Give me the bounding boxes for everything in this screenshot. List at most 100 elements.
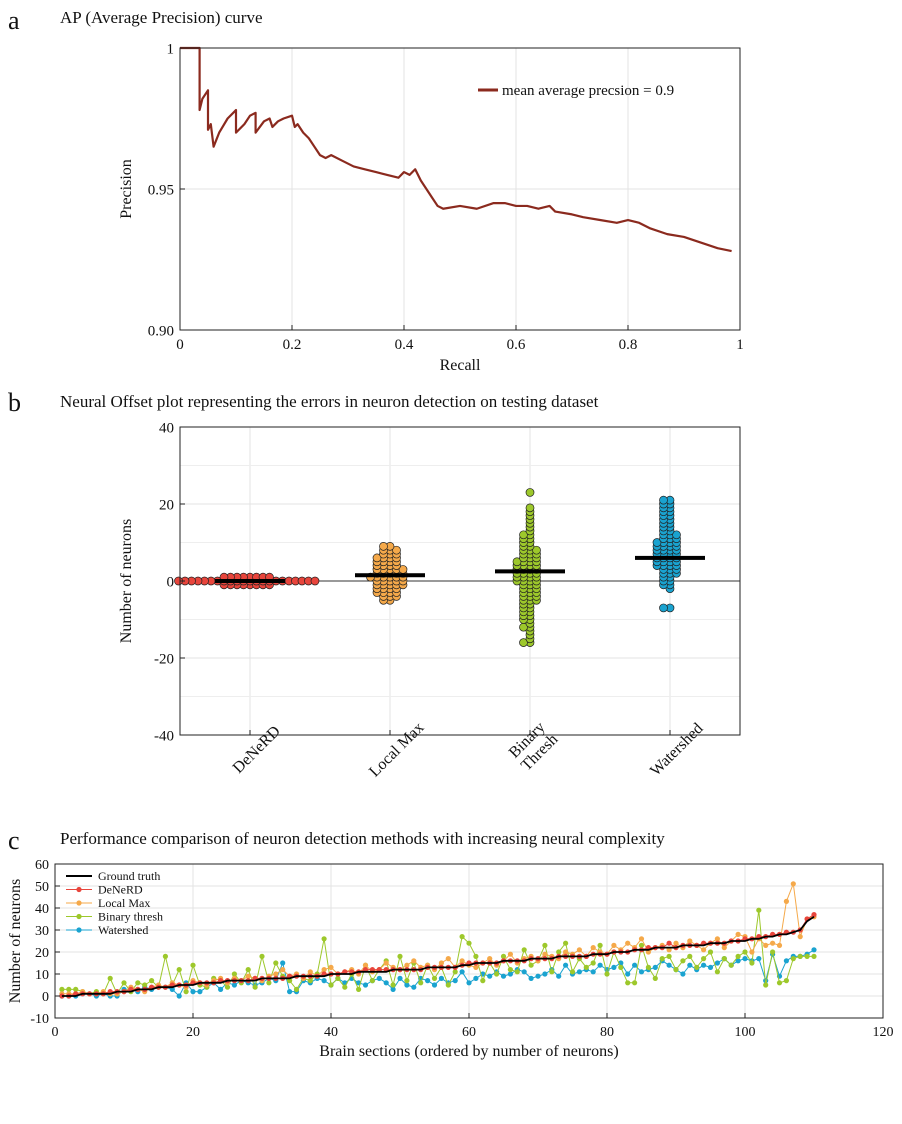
- chart-c-point-3: [500, 953, 507, 960]
- panel-c-title: Performance comparison of neuron detecti…: [60, 829, 665, 848]
- chart-c-point-2: [797, 934, 803, 940]
- chart-c-point-2: [507, 951, 513, 957]
- chart-a-series-line: [180, 46, 732, 253]
- chart-c-point-2: [687, 938, 693, 944]
- chart-b-point-1: [392, 545, 401, 555]
- chart-c-point-3: [190, 962, 196, 968]
- chart-c-point-4: [687, 962, 693, 968]
- chart-c-point-3: [252, 984, 258, 990]
- chart-c-point-3: [811, 953, 817, 960]
- chart-c-point-3: [597, 942, 603, 949]
- chart-c-y-tick-label: 50: [35, 880, 49, 895]
- chart-c-point-3: [142, 982, 148, 988]
- chart-a-y-tick-label: 0.95: [148, 182, 174, 198]
- chart-c-y-tick-label: 0: [42, 990, 49, 1005]
- chart-c-point-3: [770, 949, 776, 955]
- chart-b-y-axis-label: Number of neurons: [118, 519, 135, 643]
- chart-a-x-tick-label: 1: [736, 337, 744, 353]
- chart-c-point-4: [425, 978, 431, 984]
- chart-c-x-tick-label: 20: [186, 1025, 200, 1040]
- chart-c-y-tick-label: 20: [35, 946, 49, 961]
- chart-a-y-axis-label: Precision: [118, 159, 135, 219]
- chart-b-point-3: [652, 538, 662, 547]
- chart-c-point-3: [632, 980, 638, 986]
- chart-c-point-4: [535, 973, 541, 979]
- chart-c-point-3: [583, 964, 589, 971]
- chart-c-point-4: [383, 980, 389, 986]
- chart-c-point-4: [176, 993, 182, 999]
- chart-c-point-2: [563, 949, 569, 955]
- chart-c-point-2: [438, 960, 444, 966]
- chart-c-point-4: [287, 989, 293, 995]
- chart-c-point-4: [528, 975, 534, 982]
- chart-c-legend-marker: [76, 927, 82, 933]
- chart-c-point-2: [701, 947, 707, 953]
- chart-c-point-4: [590, 969, 596, 975]
- chart-c-point-4: [701, 962, 707, 968]
- chart-c-point-4: [438, 975, 444, 982]
- chart-c-x-tick-label: 100: [735, 1025, 756, 1040]
- chart-c-point-3: [783, 978, 790, 984]
- chart-c-point-4: [404, 982, 410, 988]
- chart-c-point-3: [273, 960, 279, 966]
- chart-c-y-tick-label: -10: [30, 1012, 49, 1027]
- chart-b-y-tick-label: 40: [159, 420, 174, 436]
- chart-c-point-2: [445, 956, 451, 962]
- chart-c-point-3: [107, 975, 113, 982]
- chart-c-point-3: [73, 986, 79, 993]
- chart-c-point-3: [542, 942, 548, 949]
- chart-c-point-2: [487, 956, 493, 962]
- chart-c-point-2: [783, 898, 790, 905]
- chart-a: 0.90 0.95 1 0 0.2 0.4 0.6 0.8 1 Recall Precision me…: [118, 41, 744, 374]
- chart-c-y-tick-label: 30: [35, 924, 49, 939]
- chart-c-point-3: [673, 967, 679, 973]
- chart-c-point-2: [763, 942, 769, 949]
- chart-c-point-1: [666, 940, 672, 946]
- chart-c-point-4: [321, 978, 327, 984]
- chart-c-point-3: [507, 967, 513, 973]
- chart-c-x-tick-label: 120: [873, 1025, 894, 1040]
- chart-b-point-2: [525, 488, 535, 497]
- chart-c-point-2: [576, 947, 583, 953]
- chart-c-point-3: [266, 980, 272, 986]
- chart-b-point-1: [379, 541, 388, 551]
- chart-c-point-3: [176, 967, 182, 973]
- chart-a-x-tick-label: 0.8: [619, 337, 638, 353]
- chart-c-point-3: [494, 971, 500, 977]
- chart-b-mean-bar-2: [495, 569, 565, 574]
- chart-c-point-3: [135, 980, 141, 986]
- chart-c-legend-label: Watershed: [98, 923, 148, 937]
- chart-c-point-3: [321, 936, 327, 942]
- chart-c-point-3: [224, 984, 231, 990]
- chart-c-point-2: [542, 951, 548, 957]
- chart-c-point-4: [362, 982, 369, 988]
- chart-c-point-4: [521, 969, 527, 975]
- chart-c-point-3: [549, 969, 555, 975]
- chart-c-point-3: [556, 949, 562, 955]
- chart-c-point-3: [659, 956, 665, 962]
- chart-b-y-tick-label: -40: [154, 728, 174, 744]
- chart-c-point-3: [431, 975, 438, 982]
- chart-c-point-4: [563, 962, 569, 968]
- chart-a-x-tick-label: 0.6: [507, 337, 526, 353]
- chart-c-point-2: [411, 958, 417, 964]
- chart-c-point-4: [756, 956, 762, 962]
- chart-c-point-3: [149, 978, 155, 984]
- chart-c-point-4: [576, 969, 583, 975]
- chart-c-point-3: [514, 969, 520, 975]
- chart-c-point-2: [473, 964, 479, 971]
- chart-c-point-2: [245, 973, 251, 979]
- chart-c-point-4: [625, 971, 631, 977]
- chart-b-point-2: [512, 557, 522, 567]
- chart-c-point-2: [611, 942, 617, 949]
- chart-c-point-4: [397, 975, 403, 982]
- chart-b-point-2: [519, 530, 528, 540]
- chart-c-point-3: [369, 978, 375, 984]
- chart-c-point-2: [770, 940, 776, 946]
- chart-c-point-3: [701, 956, 707, 962]
- chart-c-point-3: [473, 953, 479, 960]
- chart-c-point-4: [487, 973, 493, 979]
- chart-c-legend-label: Binary thresh: [98, 910, 163, 924]
- chart-b-point-3: [659, 603, 668, 613]
